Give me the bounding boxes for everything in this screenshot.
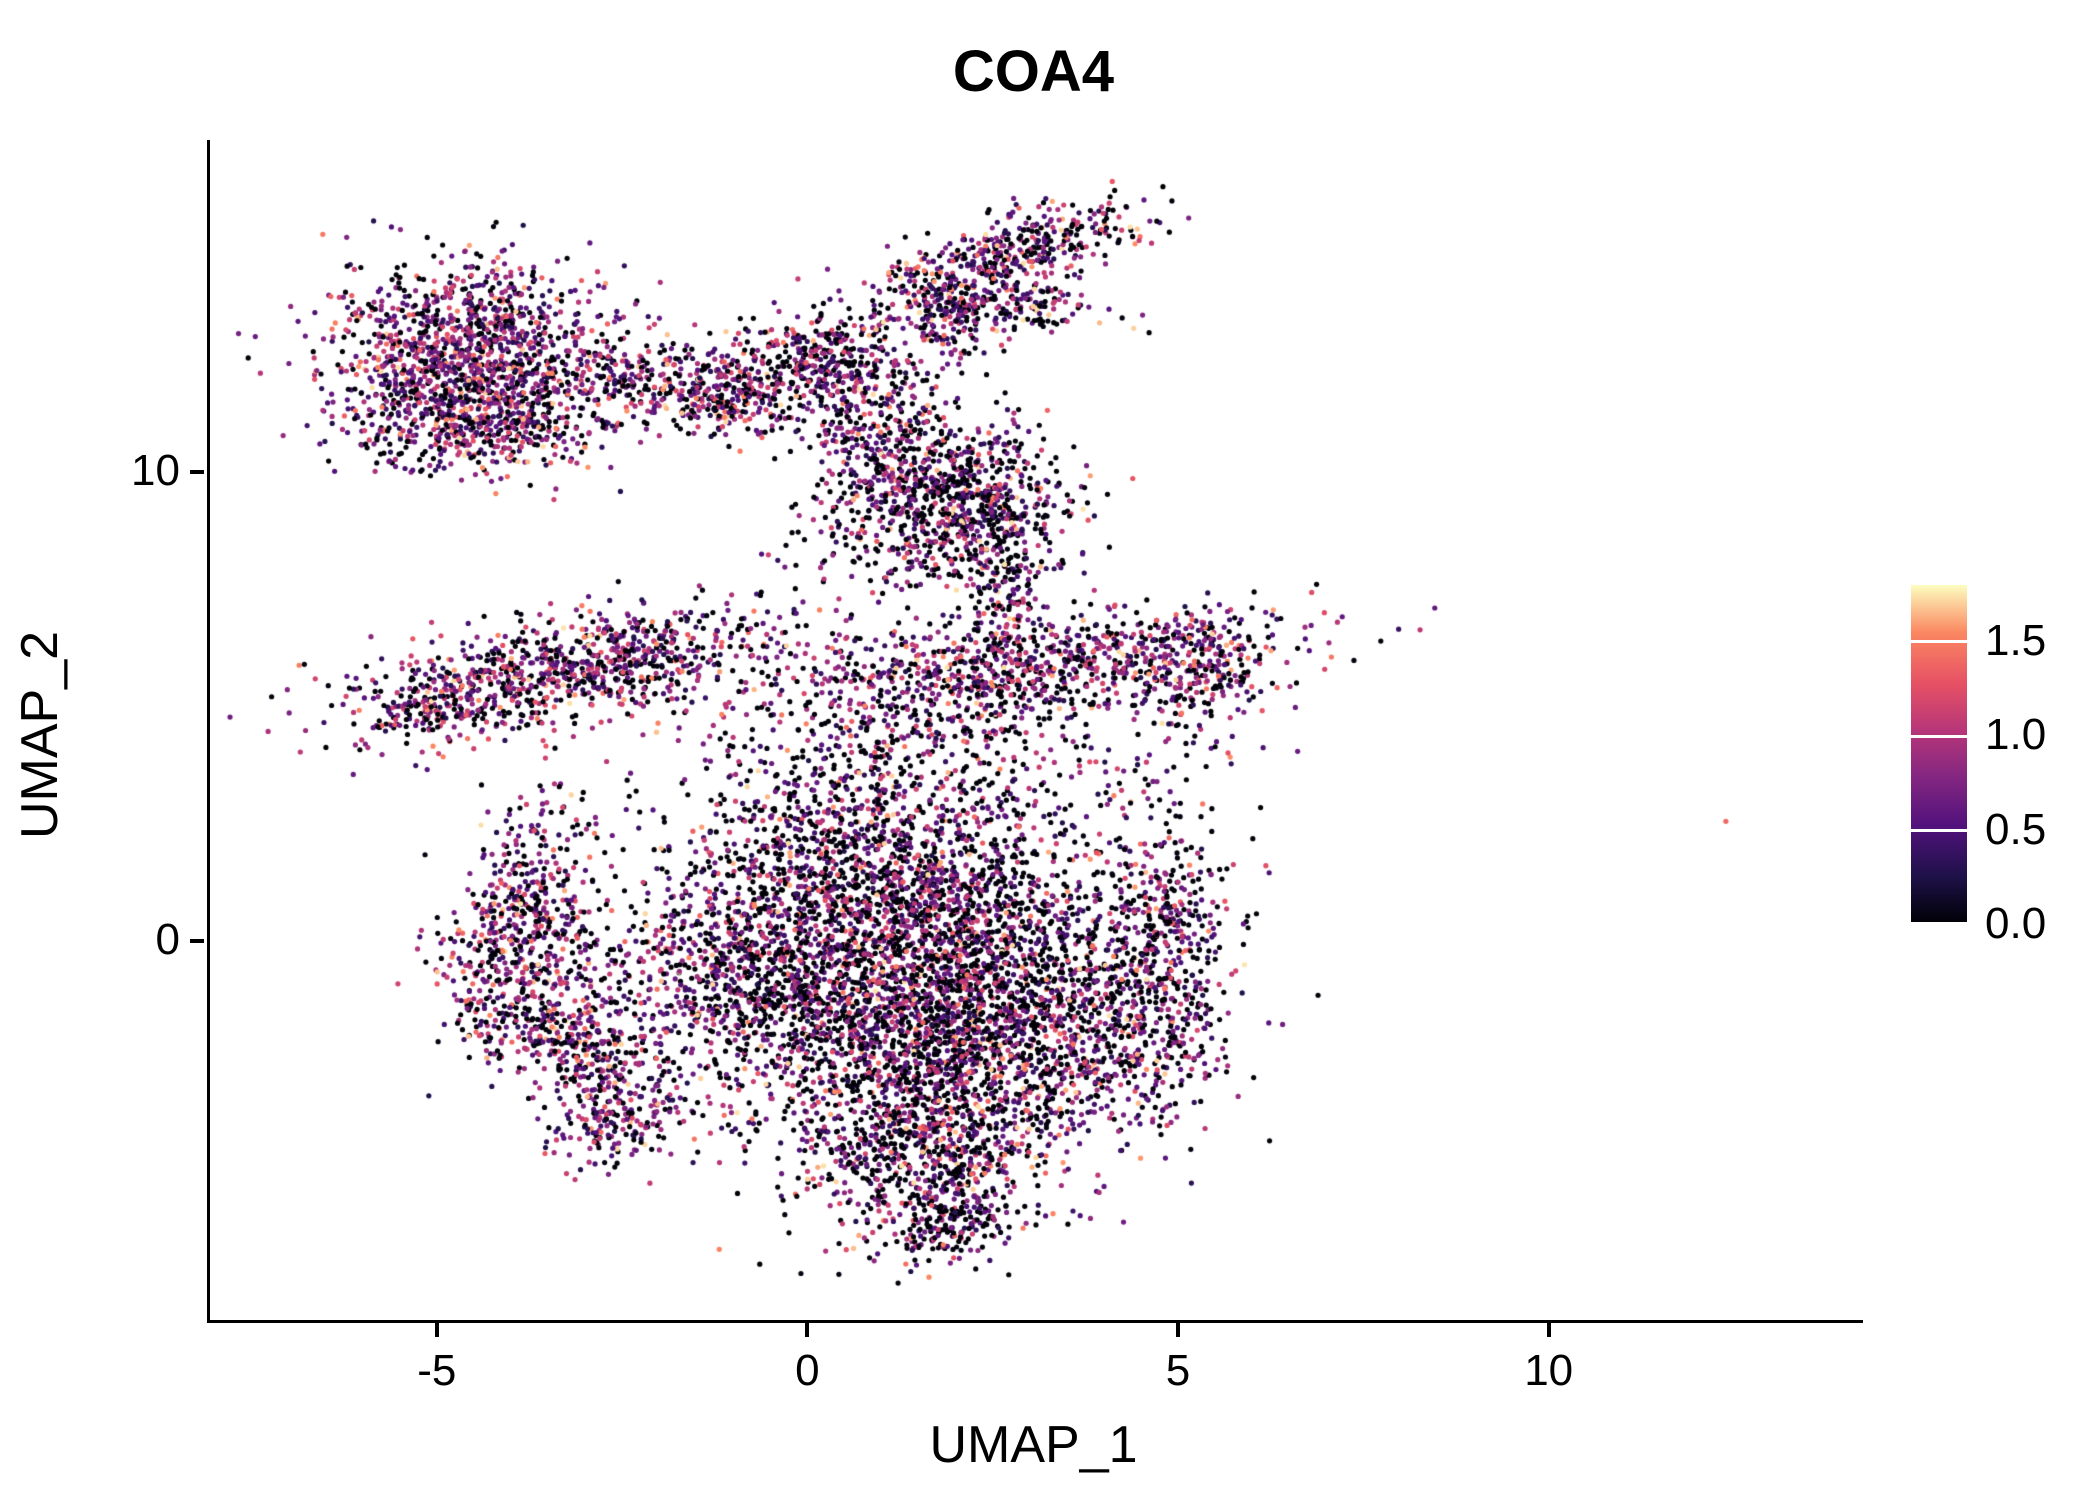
y-tick-label: 0 xyxy=(155,914,180,964)
scatter-canvas xyxy=(210,140,1863,1320)
x-tick-mark xyxy=(434,1323,439,1337)
x-tick-label: -5 xyxy=(417,1346,457,1395)
colorbar-tick-mark xyxy=(1911,734,1967,738)
colorbar-tick-mark xyxy=(1911,922,1967,925)
colorbar-tick-mark xyxy=(1911,829,1967,833)
x-axis-title: UMAP_1 xyxy=(929,1416,1138,1474)
plot-title: COA4 xyxy=(952,39,1115,104)
colorbar-tick-label: 1.0 xyxy=(1985,710,2047,760)
x-tick-mark xyxy=(1176,1323,1181,1337)
colorbar-tick-mark xyxy=(1911,640,1967,644)
plot-panel xyxy=(207,140,1863,1323)
colorbar-tick-label: 1.5 xyxy=(1985,615,2047,665)
colorbar-legend: 0.0 0.5 1.0 1.5 xyxy=(1911,585,2100,948)
colorbar-gradient xyxy=(1911,585,1967,925)
x-tick-mark xyxy=(805,1323,810,1337)
y-tick-mark xyxy=(190,470,204,475)
x-tick-label: 10 xyxy=(1524,1346,1574,1395)
x-tick-label: 0 xyxy=(795,1346,820,1395)
colorbar-tick-label: 0.0 xyxy=(1985,899,2047,948)
colorbar-tick-label: 0.5 xyxy=(1985,804,2047,854)
y-tick-mark xyxy=(190,938,204,943)
y-tick-label: 10 xyxy=(131,446,180,496)
x-tick-mark xyxy=(1546,1323,1551,1337)
y-axis-title: UMAP_2 xyxy=(11,630,69,840)
x-tick-label: 5 xyxy=(1165,1346,1191,1395)
